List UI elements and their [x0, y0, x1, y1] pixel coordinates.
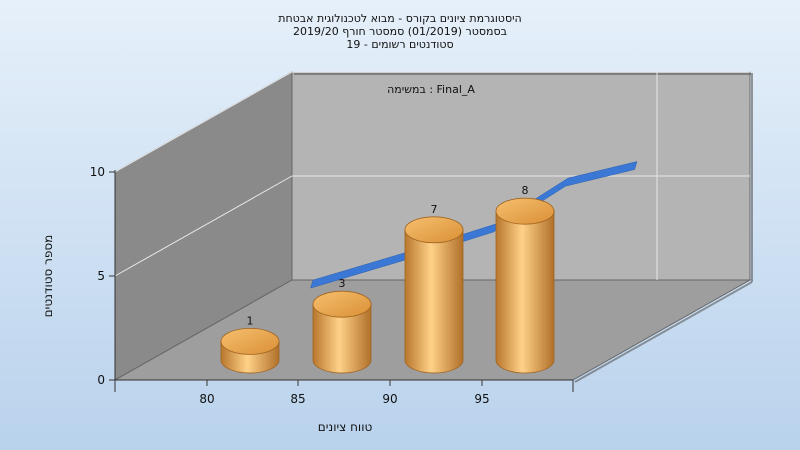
y-tick-label: 5 — [97, 269, 105, 283]
bar-body — [495, 210, 555, 374]
y-tick-label: 0 — [97, 373, 105, 387]
bar — [495, 197, 555, 374]
axes: 0 5 10 80 85 90 95 — [90, 165, 574, 406]
x-tick-label: 80 — [199, 392, 214, 406]
trend-ribbon — [310, 161, 638, 289]
bar-body — [404, 229, 464, 374]
bars — [220, 197, 555, 374]
title-line-2: בסמסטר (01/2019) סמסטר חורף 2019/20 — [293, 25, 507, 38]
trend-layer — [310, 161, 638, 289]
bar-body — [312, 303, 372, 374]
bar-value-label: 8 — [522, 184, 529, 197]
bar-top — [312, 290, 372, 318]
bar-top — [404, 216, 464, 244]
floor-shadow — [574, 281, 753, 383]
bar-top — [220, 327, 280, 355]
grid-line-side — [114, 71, 293, 173]
grid-lines — [114, 71, 750, 280]
x-tick-label: 90 — [382, 392, 397, 406]
title-line-3: סטודנטים רשומים - 19 — [346, 38, 453, 51]
y-tick-label: 10 — [90, 165, 105, 179]
bar — [312, 290, 372, 374]
chart-title: היסטוגרמת ציונים בקורס - מבוא לטכנולוגית… — [278, 12, 521, 51]
bar-value-label: 3 — [339, 277, 346, 290]
bar — [404, 216, 464, 374]
x-tick-label: 95 — [474, 392, 489, 406]
x-tick-label: 85 — [290, 392, 305, 406]
chart-annotation: Final_A : במשימה — [387, 83, 475, 96]
x-axis-title: טווח ציונים — [318, 420, 373, 434]
bar — [220, 327, 280, 374]
bar-top — [495, 197, 555, 225]
bar-value-label: 1 — [247, 314, 254, 327]
y-axis-title: מספר סטודנטים — [41, 235, 55, 318]
grid-line-side — [114, 175, 293, 277]
bar-value-label: 7 — [431, 203, 438, 216]
title-line-1: היסטוגרמת ציונים בקורס - מבוא לטכנולוגית… — [278, 12, 521, 25]
value-labels: 1 3 7 8 — [247, 184, 529, 327]
wall-shadow — [294, 73, 753, 282]
